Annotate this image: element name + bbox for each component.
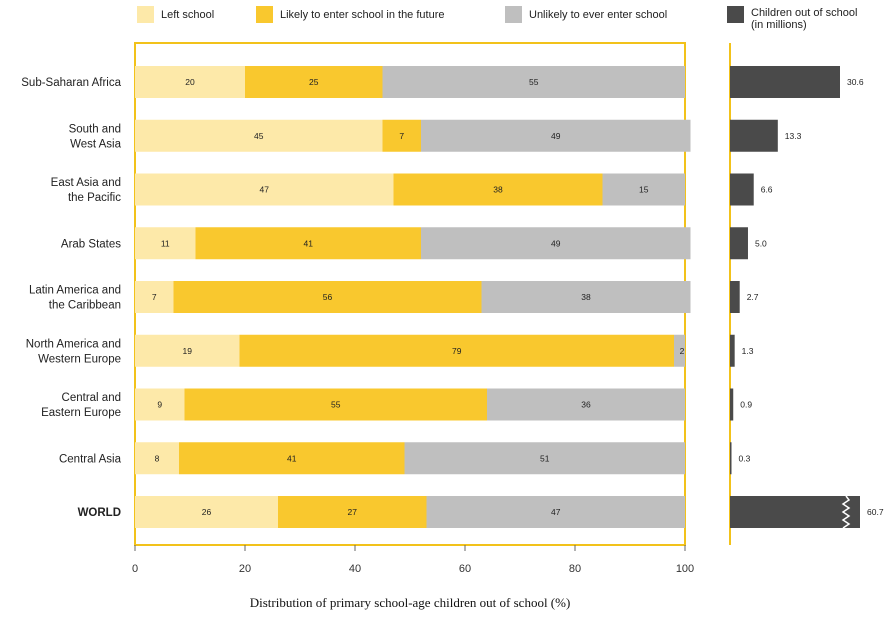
bar-value-label: 47	[260, 185, 270, 195]
bar-value-label: 2	[680, 346, 685, 356]
side-bar-value-label: 6.6	[761, 185, 773, 195]
legend-label: (in millions)	[751, 19, 807, 31]
bar-value-label: 26	[202, 507, 212, 517]
bar-value-label: 36	[581, 400, 591, 410]
legend-label: Likely to enter school in the future	[280, 9, 444, 21]
side-bar	[730, 281, 740, 313]
bar-value-label: 7	[399, 131, 404, 141]
bar-value-label: 9	[157, 400, 162, 410]
category-label: the Pacific	[68, 192, 121, 204]
bar-value-label: 8	[155, 453, 160, 463]
x-tick-label: 60	[459, 563, 471, 575]
side-bar	[730, 442, 732, 474]
x-tick-label: 80	[569, 563, 581, 575]
bar-value-label: 20	[185, 77, 195, 87]
legend-swatch	[256, 6, 273, 23]
bar-value-label: 55	[331, 400, 341, 410]
side-bar-value-label: 30.6	[847, 77, 864, 87]
x-tick-label: 40	[349, 563, 361, 575]
bar-value-label: 38	[493, 185, 503, 195]
category-label: Arab States	[61, 238, 121, 250]
category-label: West Asia	[70, 138, 122, 150]
category-label: Central and	[62, 392, 121, 404]
category-label: WORLD	[78, 507, 121, 519]
legend-label: Children out of school	[751, 7, 857, 19]
side-bar-value-label: 2.7	[747, 292, 759, 302]
bar-value-label: 55	[529, 77, 539, 87]
bar-value-label: 49	[551, 131, 561, 141]
side-bar-value-label: 1.3	[742, 346, 754, 356]
bar-value-label: 7	[152, 292, 157, 302]
bar-value-label: 56	[323, 292, 333, 302]
bar-value-label: 11	[161, 238, 170, 248]
bar-value-label: 45	[254, 131, 264, 141]
side-bar-value-label: 0.3	[739, 453, 751, 463]
category-label: Eastern Europe	[41, 407, 121, 419]
bar-value-label: 49	[551, 238, 561, 248]
side-bar	[730, 120, 778, 152]
side-bar-value-label: 13.3	[785, 131, 802, 141]
side-bar	[730, 174, 754, 206]
side-bar	[730, 227, 748, 259]
category-label: Western Europe	[38, 353, 121, 365]
side-bar	[730, 335, 735, 367]
bar-value-label: 27	[348, 507, 358, 517]
category-label: Latin America and	[29, 285, 121, 297]
side-bar-value-label: 0.9	[740, 400, 752, 410]
x-tick-label: 20	[239, 563, 251, 575]
x-axis-title: Distribution of primary school-age child…	[250, 595, 571, 610]
bar-value-label: 38	[581, 292, 591, 302]
legend-label: Left school	[161, 9, 214, 21]
bar-value-label: 15	[639, 185, 649, 195]
legend-swatch	[505, 6, 522, 23]
side-bar-value-label: 60.7	[867, 507, 884, 517]
legend-swatch	[137, 6, 154, 23]
category-label: the Caribbean	[49, 300, 121, 312]
x-tick-label: 0	[132, 563, 138, 575]
bar-value-label: 19	[183, 346, 193, 356]
legend-label: Unlikely to ever enter school	[529, 9, 667, 21]
side-bar-value-label: 5.0	[755, 238, 767, 248]
category-label: South and	[69, 123, 121, 135]
category-label: Central Asia	[59, 453, 122, 465]
bar-value-label: 25	[309, 77, 319, 87]
bar-value-label: 47	[551, 507, 561, 517]
category-label: North America and	[26, 338, 121, 350]
bar-value-label: 41	[287, 453, 297, 463]
side-bar	[730, 66, 840, 98]
side-bar	[730, 496, 860, 528]
side-bar	[730, 389, 733, 421]
bar-value-label: 51	[540, 453, 550, 463]
x-tick-label: 100	[676, 563, 694, 575]
bar-value-label: 41	[304, 238, 314, 248]
category-label: East Asia and	[51, 177, 121, 189]
category-label: Sub-Saharan Africa	[21, 77, 121, 89]
legend-swatch	[727, 6, 744, 23]
bar-value-label: 79	[452, 346, 462, 356]
